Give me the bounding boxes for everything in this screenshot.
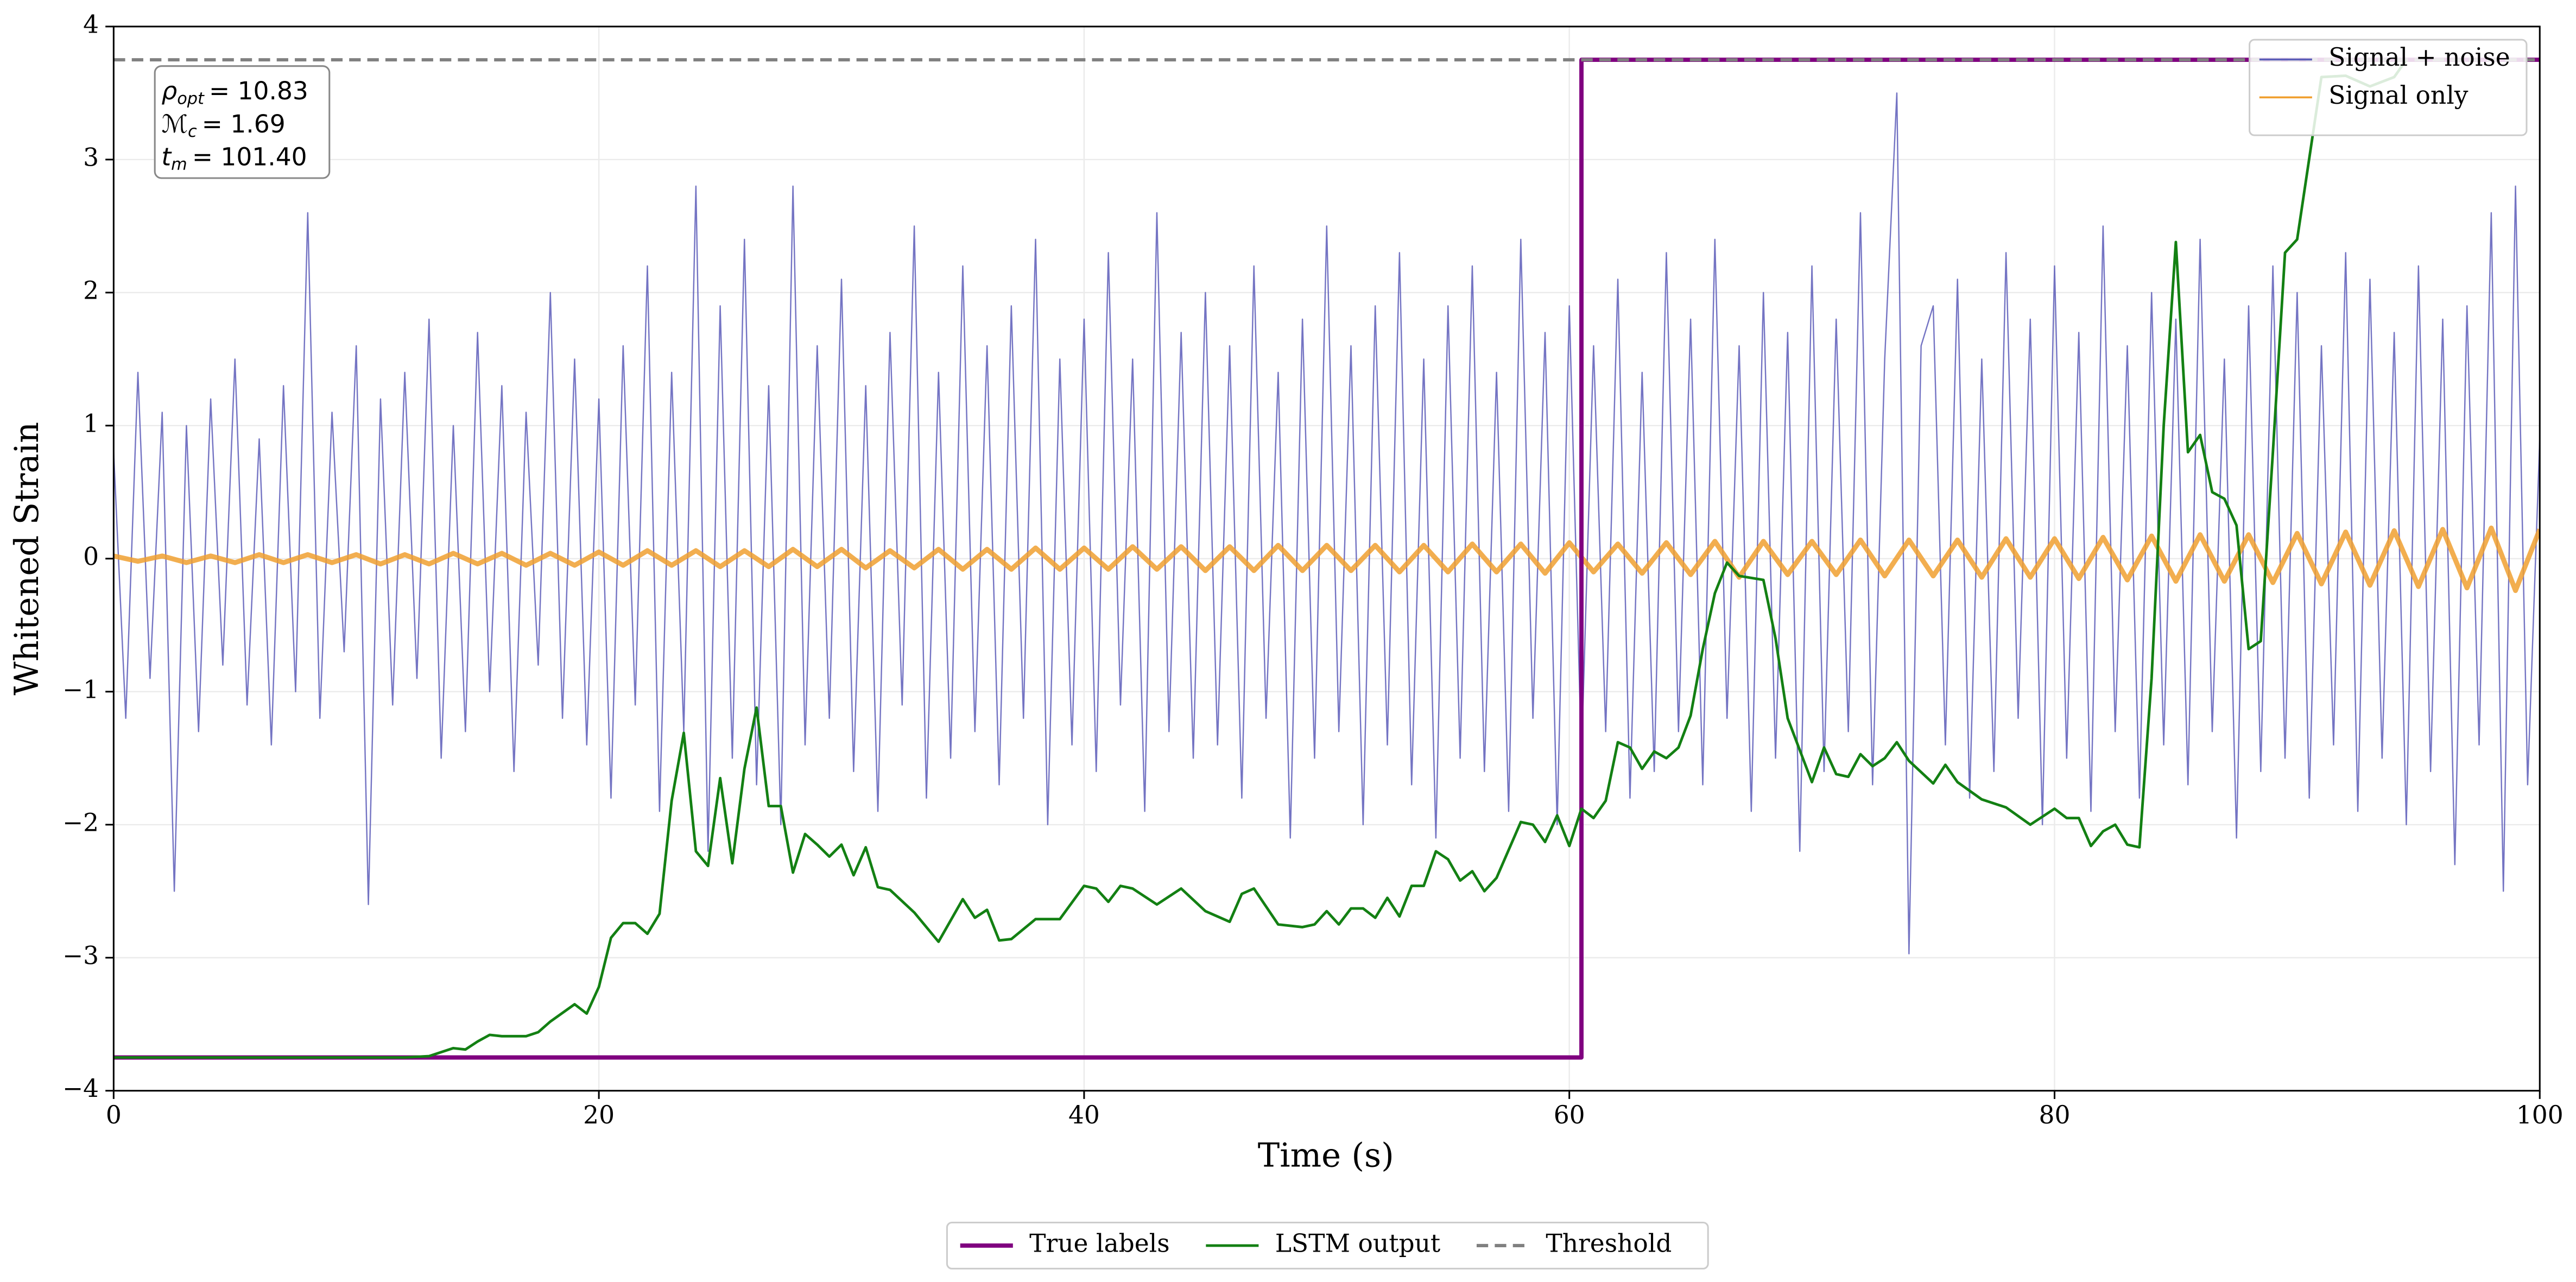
legend: Signal + noise Signal only (2249, 39, 2528, 136)
annotation-symbol: ℳ (161, 109, 188, 138)
ticks: 0 20 40 60 80 100 −4 −3 −2 −1 0 1 2 3 4 (62, 10, 2564, 1129)
series-line (113, 59, 2408, 1059)
series-line (113, 92, 2540, 955)
annotation-subscript: m (171, 155, 187, 174)
x-tick-label: 60 (1554, 1101, 1585, 1129)
y-tick-label: 3 (83, 143, 99, 172)
annotation-text: = 1.69 (202, 109, 286, 138)
x-tick-label: 0 (106, 1101, 122, 1129)
y-tick-label: 1 (83, 409, 99, 438)
x-tick-label: 80 (2039, 1101, 2071, 1129)
series-line (113, 525, 2540, 593)
annotation-subscript: c (188, 122, 197, 141)
y-tick-label: 0 (83, 542, 99, 571)
x-tick-label: 100 (2516, 1101, 2564, 1129)
legend-label: Signal + noise (2328, 43, 2510, 72)
annotation-line: ℳc = 1.69 (161, 109, 285, 141)
annotation-symbol: t (161, 142, 172, 171)
y-tick-label: −4 (62, 1074, 99, 1103)
annotation-box (154, 65, 331, 179)
annotation-line: ρopt = 10.83 (161, 77, 308, 108)
legend-label: True labels (1029, 1229, 1169, 1258)
legend-label: Signal only (2328, 81, 2469, 110)
legend-label: LSTM output (1275, 1229, 1440, 1258)
legend-label: Threshold (1546, 1229, 1672, 1258)
legend: True labels LSTM output Threshold (946, 1221, 1709, 1270)
plot-lines (113, 58, 2540, 1060)
y-tick-label: 4 (83, 10, 99, 39)
annotation-symbol: ρ (161, 77, 177, 105)
annotation-line: tm = 101.40 (161, 142, 307, 174)
y-axis-label: Whitened Strain (8, 422, 46, 696)
x-tick-label: 40 (1068, 1101, 1100, 1129)
annotation-text: = 101.40 (192, 142, 307, 171)
y-tick-label: 2 (83, 276, 99, 305)
legend-box (2249, 39, 2528, 136)
y-tick-label: −1 (62, 675, 99, 704)
x-axis-label: Time (s) (1258, 1137, 1394, 1175)
legend-box (946, 1221, 1709, 1270)
annotation-text: = 10.83 (209, 77, 308, 105)
x-tick-label: 20 (583, 1101, 615, 1129)
annotation-subscript: opt (177, 89, 205, 108)
y-tick-label: −3 (62, 941, 99, 970)
y-tick-label: −2 (62, 808, 99, 837)
